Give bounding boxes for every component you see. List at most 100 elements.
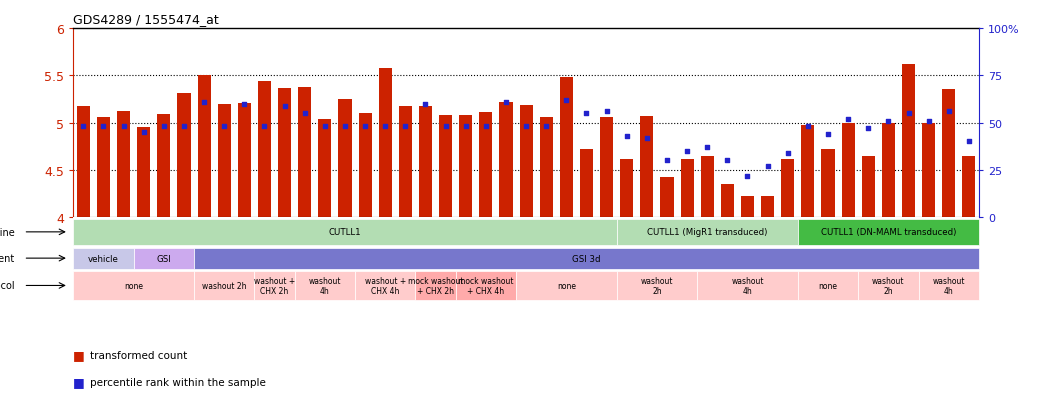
Point bbox=[196, 99, 213, 106]
Text: ■: ■ bbox=[73, 375, 85, 389]
Bar bbox=[641, 116, 653, 218]
Bar bbox=[258, 82, 271, 218]
Point bbox=[598, 109, 615, 115]
Point bbox=[135, 129, 152, 136]
Point bbox=[438, 124, 454, 131]
Point bbox=[216, 124, 232, 131]
Point bbox=[920, 118, 937, 125]
Point bbox=[257, 124, 273, 131]
Text: CUTLL1 (MigR1 transduced): CUTLL1 (MigR1 transduced) bbox=[647, 228, 767, 237]
Bar bbox=[962, 156, 976, 218]
Bar bbox=[681, 159, 694, 218]
Text: ■: ■ bbox=[73, 349, 85, 362]
Text: vehicle: vehicle bbox=[88, 254, 119, 263]
Bar bbox=[218, 104, 230, 218]
Bar bbox=[358, 114, 372, 218]
Text: washout
2h: washout 2h bbox=[641, 276, 673, 295]
Bar bbox=[480, 113, 492, 218]
Text: washout
4h: washout 4h bbox=[731, 276, 763, 295]
Text: protocol: protocol bbox=[0, 281, 15, 291]
Bar bbox=[539, 118, 553, 218]
Point bbox=[678, 148, 695, 155]
Point bbox=[960, 139, 977, 145]
Point bbox=[296, 111, 313, 117]
Text: washout +
CHX 2h: washout + CHX 2h bbox=[254, 276, 295, 295]
Bar bbox=[73, 272, 194, 300]
Bar bbox=[355, 272, 416, 300]
Point bbox=[699, 145, 716, 151]
Point bbox=[538, 124, 555, 131]
Bar bbox=[882, 123, 895, 218]
Bar bbox=[499, 102, 513, 218]
Point bbox=[719, 158, 736, 164]
Bar bbox=[901, 65, 915, 218]
Bar bbox=[460, 116, 472, 218]
Bar bbox=[519, 105, 533, 218]
Bar bbox=[294, 272, 355, 300]
Text: washout
4h: washout 4h bbox=[933, 276, 965, 295]
Text: washout +
CHX 4h: washout + CHX 4h bbox=[364, 276, 406, 295]
Bar bbox=[617, 272, 697, 300]
Bar bbox=[298, 88, 311, 218]
Point bbox=[236, 101, 252, 108]
Bar bbox=[560, 78, 573, 218]
Bar bbox=[922, 123, 935, 218]
Text: GDS4289 / 1555474_at: GDS4289 / 1555474_at bbox=[73, 13, 219, 26]
Bar bbox=[157, 115, 171, 218]
Bar bbox=[761, 197, 774, 218]
Point bbox=[155, 124, 172, 131]
Point bbox=[619, 133, 636, 140]
Bar bbox=[194, 248, 979, 269]
Point bbox=[820, 131, 837, 138]
Bar bbox=[439, 116, 452, 218]
Point bbox=[377, 124, 394, 131]
Point bbox=[417, 101, 433, 108]
Bar bbox=[279, 88, 291, 218]
Text: washout
4h: washout 4h bbox=[309, 276, 341, 295]
Bar bbox=[198, 76, 210, 218]
Bar bbox=[600, 118, 614, 218]
Text: mock washout
+ CHX 2h: mock washout + CHX 2h bbox=[407, 276, 464, 295]
Bar bbox=[781, 159, 795, 218]
Point bbox=[458, 124, 474, 131]
Point bbox=[881, 118, 897, 125]
Bar bbox=[697, 272, 798, 300]
Point bbox=[276, 103, 293, 109]
Point bbox=[115, 124, 132, 131]
Point bbox=[840, 116, 856, 123]
Bar bbox=[134, 248, 194, 269]
Bar bbox=[801, 126, 815, 218]
Point bbox=[497, 99, 514, 106]
Bar bbox=[859, 272, 918, 300]
Point bbox=[578, 111, 595, 117]
Point bbox=[75, 124, 92, 131]
Text: cell line: cell line bbox=[0, 227, 15, 237]
Text: none: none bbox=[125, 281, 143, 290]
Bar bbox=[798, 219, 979, 245]
Bar bbox=[741, 197, 754, 218]
Point bbox=[639, 135, 655, 142]
Text: none: none bbox=[819, 281, 838, 290]
Point bbox=[357, 124, 374, 131]
Text: CUTLL1: CUTLL1 bbox=[329, 228, 361, 237]
Text: transformed count: transformed count bbox=[90, 350, 187, 360]
Point bbox=[940, 109, 957, 115]
Point bbox=[800, 124, 817, 131]
Point bbox=[316, 124, 333, 131]
Point bbox=[477, 124, 494, 131]
Bar bbox=[117, 112, 130, 218]
Point bbox=[518, 124, 535, 131]
Text: GSI 3d: GSI 3d bbox=[573, 254, 601, 263]
Text: washout 2h: washout 2h bbox=[202, 281, 246, 290]
Bar bbox=[254, 272, 294, 300]
Bar bbox=[617, 219, 798, 245]
Text: agent: agent bbox=[0, 254, 15, 263]
Bar bbox=[76, 107, 90, 218]
Point bbox=[779, 150, 796, 157]
Point bbox=[739, 173, 756, 179]
Bar bbox=[620, 159, 633, 218]
Bar bbox=[194, 272, 254, 300]
Bar bbox=[516, 272, 617, 300]
Point bbox=[659, 158, 675, 164]
Text: none: none bbox=[557, 281, 576, 290]
